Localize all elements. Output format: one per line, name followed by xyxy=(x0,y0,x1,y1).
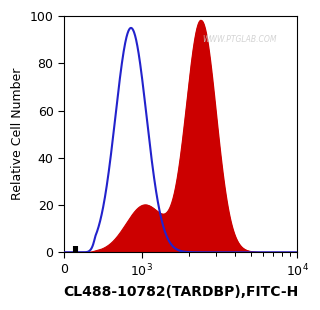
Text: WWW.PTGLAB.COM: WWW.PTGLAB.COM xyxy=(202,35,276,44)
X-axis label: CL488-10782(TARDBP),FITC-H: CL488-10782(TARDBP),FITC-H xyxy=(63,285,298,299)
Y-axis label: Relative Cell Number: Relative Cell Number xyxy=(11,68,24,200)
